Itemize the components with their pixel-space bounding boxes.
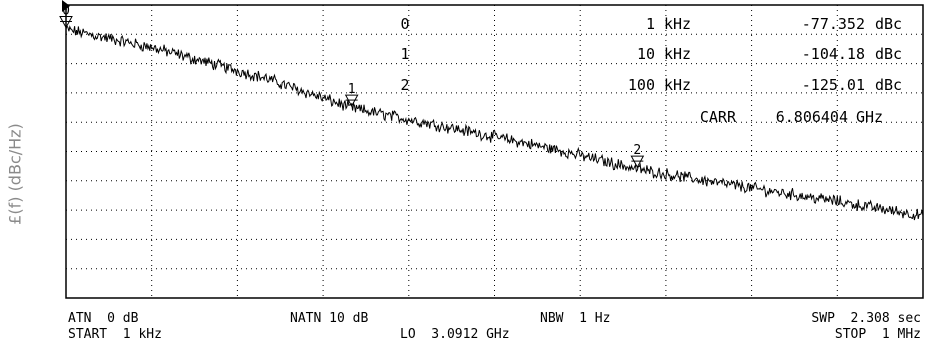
atn-readout: ATN 0 dB	[68, 311, 139, 326]
marker-2-value-unit: dBc	[875, 76, 902, 94]
marker-1-unit: kHz	[664, 45, 691, 63]
trace-group	[65, 25, 924, 221]
start-readout: START 1 kHz	[68, 327, 162, 342]
marker-2-freq: 100	[628, 76, 655, 94]
status-footer: ATN 0 dB START 1 kHz NATN 10 dB LO 3.091…	[68, 311, 921, 342]
marker-0-value-unit: dBc	[875, 15, 902, 33]
marker-1-value-unit: dBc	[875, 45, 902, 63]
marker-2-id: 2	[400, 76, 409, 94]
phase-noise-trace	[65, 25, 924, 221]
marker-1-value: -104.18	[802, 45, 865, 63]
carrier-value: 6.806404	[776, 108, 848, 126]
marker-table: 0 1 kHz -77.352 dBc 1 10 kHz -104.18 dBc…	[400, 15, 902, 126]
marker-0-value: -77.352	[802, 15, 865, 33]
marker-0-label: 0	[62, 3, 70, 18]
swp-readout: SWP 2.308 sec	[811, 311, 921, 326]
marker-1-freq: 10	[637, 45, 655, 63]
nbw-readout: NBW 1 Hz	[540, 311, 610, 326]
carrier-label: CARR	[700, 108, 737, 126]
marker-1-id: 1	[400, 45, 409, 63]
marker-group: 0 1 2	[59, 3, 645, 169]
plot-frame	[65, 4, 924, 299]
graticule	[66, 5, 923, 298]
stop-readout: STOP 1 MHz	[835, 327, 921, 342]
lo-readout: LO 3.0912 GHz	[400, 327, 510, 342]
marker-2-unit: kHz	[664, 76, 691, 94]
marker-2-label: 2	[633, 143, 641, 158]
natn-readout: NATN 10 dB	[290, 311, 368, 326]
marker-2-value: -125.01	[802, 76, 865, 94]
marker-0-unit: kHz	[664, 15, 691, 33]
marker-0-freq: 1	[646, 15, 655, 33]
marker-1-label: 1	[348, 82, 356, 97]
carrier-unit: GHz	[856, 108, 883, 126]
marker-0-id: 0	[400, 15, 409, 33]
